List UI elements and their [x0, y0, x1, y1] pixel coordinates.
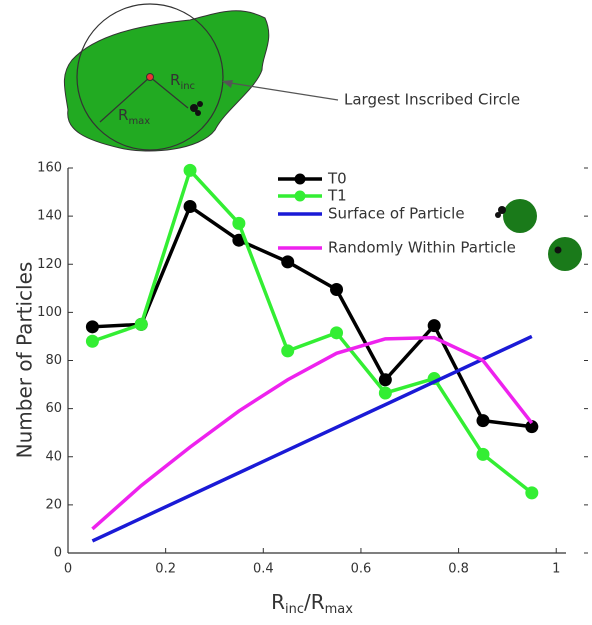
cluster: [197, 101, 203, 107]
y-tick-label: 60: [45, 401, 62, 416]
x-tick-label: 1: [552, 562, 560, 577]
cluster: [195, 110, 201, 116]
center-dot: [146, 73, 154, 81]
r-max-base: R: [118, 106, 128, 124]
marker: [476, 414, 490, 428]
cluster: [190, 104, 198, 112]
x-title-part: /R: [304, 590, 325, 614]
y-axis-title: Number of Particles: [13, 262, 37, 459]
marker: [525, 420, 539, 434]
marker: [427, 319, 441, 333]
x-tick-label: 0.2: [155, 562, 176, 577]
series-line: [92, 203, 533, 429]
x-tick-label: 0: [64, 562, 72, 577]
x-tick-label: 0.8: [448, 562, 469, 577]
legend-label: Surface of Particle: [328, 205, 465, 223]
y-tick-label: 40: [45, 449, 62, 464]
marker: [232, 216, 246, 230]
icon-cluster: [495, 212, 501, 218]
marker: [183, 163, 197, 177]
x-title-sub: inc: [285, 602, 304, 617]
y-tick-label: 160: [37, 161, 62, 176]
y-tick-label: 120: [37, 257, 62, 272]
marker: [85, 320, 99, 334]
r-inc-label: Rinc: [170, 71, 195, 93]
marker: [476, 447, 490, 461]
marker: [281, 344, 295, 358]
inset-label: Largest Inscribed Circle: [344, 91, 520, 109]
legend-marker: [294, 190, 306, 202]
arrow-head: [222, 80, 233, 88]
x-title-sub: max: [325, 602, 354, 617]
marker: [281, 255, 295, 269]
x-title-part: R: [271, 590, 285, 614]
radius-max: [99, 76, 151, 123]
series-line: [91, 167, 533, 495]
x-tick-label: 0.6: [351, 562, 372, 577]
r-max-sub: max: [128, 116, 150, 127]
legend-label: Randomly Within Particle: [328, 239, 516, 257]
y-tick-label: 100: [37, 305, 62, 320]
r-inc-sub: inc: [180, 81, 195, 92]
marker: [134, 317, 148, 331]
marker: [232, 233, 246, 247]
radius-inc: [149, 76, 189, 109]
marker: [525, 486, 539, 500]
legend-label: T1: [327, 187, 347, 205]
icon-particle: [548, 237, 582, 271]
icon-cluster: [554, 246, 562, 254]
marker: [330, 283, 344, 297]
y-tick-label: 20: [45, 497, 62, 512]
legend-icons: [495, 199, 582, 271]
marker: [378, 373, 392, 387]
legend-label: T0: [327, 170, 347, 188]
x-axis-title: Rinc/Rmax: [271, 590, 353, 617]
y-tick-label: 0: [54, 546, 62, 561]
legend-marker: [294, 173, 306, 185]
marker: [85, 334, 99, 348]
marker: [378, 386, 392, 400]
x-tick-label: 0.4: [253, 562, 274, 577]
icon-particle: [503, 199, 537, 233]
icon-cluster: [498, 206, 506, 214]
series-line: [91, 335, 534, 531]
r-max-label: Rmax: [118, 106, 150, 128]
inscribed-circle: [76, 3, 224, 151]
arrow-line: [223, 81, 339, 101]
inset-diagram: Rinc Rmax Largest Inscribed Circle: [63, 3, 520, 152]
particle-shape: [63, 10, 270, 152]
series-line: [91, 334, 533, 543]
y-tick-label: 140: [37, 209, 62, 224]
r-inc-base: R: [170, 71, 180, 89]
marker: [183, 200, 197, 213]
marker: [330, 326, 344, 340]
y-tick-label: 80: [45, 353, 62, 368]
